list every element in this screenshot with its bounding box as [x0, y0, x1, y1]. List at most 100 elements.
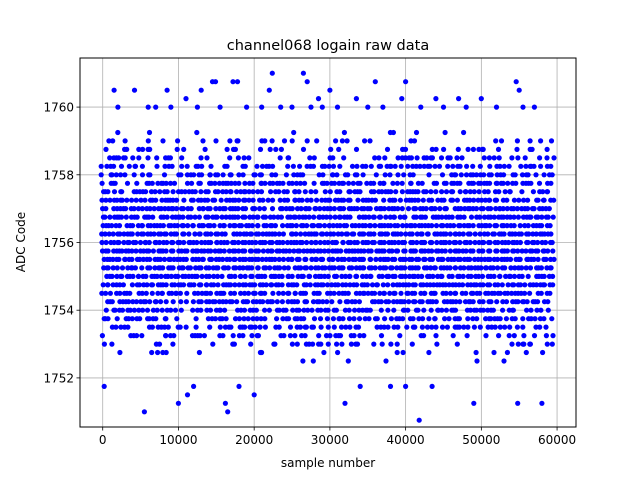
data-point — [405, 206, 412, 212]
data-point — [467, 307, 474, 313]
data-point — [163, 333, 169, 339]
data-point — [392, 256, 398, 262]
data-point — [387, 383, 394, 389]
data-point — [430, 299, 436, 305]
data-point — [321, 349, 327, 356]
data-point — [440, 256, 446, 262]
data-point — [480, 146, 486, 152]
data-point — [463, 172, 470, 178]
data-point — [170, 239, 176, 246]
data-point — [250, 316, 256, 322]
data-point — [429, 223, 435, 229]
data-point — [417, 163, 423, 169]
data-point — [457, 299, 463, 305]
data-point — [255, 223, 261, 229]
data-point — [525, 197, 531, 203]
data-point — [542, 239, 549, 246]
data-point — [316, 299, 322, 305]
data-point — [356, 214, 362, 220]
data-point — [377, 214, 384, 220]
data-point — [170, 248, 176, 254]
data-point — [311, 155, 317, 161]
data-point — [504, 248, 510, 254]
data-point — [327, 214, 333, 220]
data-point — [296, 256, 302, 262]
data-point — [291, 129, 297, 136]
data-point — [119, 248, 125, 254]
data-point — [196, 206, 202, 212]
data-point — [315, 265, 321, 271]
data-point — [362, 223, 368, 229]
data-point — [395, 324, 401, 330]
data-point — [470, 248, 476, 254]
data-point — [528, 316, 534, 322]
data-point — [277, 265, 283, 271]
data-point — [447, 290, 454, 296]
data-point — [487, 256, 493, 262]
data-point — [533, 324, 539, 330]
data-point — [507, 256, 514, 262]
data-point — [518, 231, 525, 237]
data-point — [298, 265, 304, 271]
data-point — [395, 206, 401, 212]
data-point — [510, 206, 517, 212]
data-point — [104, 163, 110, 169]
data-point — [494, 256, 501, 262]
data-point — [253, 239, 259, 246]
data-point — [422, 239, 428, 246]
data-point — [327, 197, 333, 203]
data-point — [457, 214, 463, 220]
data-point — [173, 290, 179, 296]
data-point — [201, 248, 207, 254]
data-point — [111, 163, 117, 169]
data-point — [497, 273, 503, 279]
data-point — [496, 189, 502, 195]
data-point — [175, 400, 181, 406]
data-point — [109, 299, 115, 305]
data-point — [488, 206, 494, 212]
data-point — [478, 265, 484, 271]
data-point — [343, 223, 350, 229]
data-point — [470, 299, 476, 305]
data-point — [551, 155, 557, 161]
data-point — [118, 214, 125, 220]
data-point — [541, 197, 547, 203]
data-point — [481, 239, 487, 246]
data-point — [198, 307, 204, 313]
data-point — [414, 231, 420, 237]
data-point — [381, 239, 387, 246]
data-point — [509, 290, 515, 296]
data-point — [218, 197, 224, 203]
data-point — [424, 324, 431, 330]
data-point — [147, 172, 153, 178]
data-point — [345, 299, 351, 305]
data-point — [515, 299, 521, 305]
data-point — [467, 231, 473, 237]
data-point — [151, 206, 157, 212]
data-point — [160, 138, 166, 144]
data-point — [352, 223, 358, 229]
data-point — [427, 163, 433, 169]
data-point — [192, 214, 198, 220]
data-point — [178, 299, 184, 305]
data-point — [439, 273, 445, 279]
data-point — [426, 172, 432, 178]
data-point — [191, 172, 197, 178]
y-tick-label: 1758 — [43, 168, 74, 182]
data-point — [516, 87, 522, 93]
data-point — [286, 155, 292, 161]
data-point — [503, 316, 509, 322]
data-point — [313, 206, 319, 212]
data-point — [442, 282, 449, 288]
data-point — [276, 189, 282, 195]
data-point — [421, 163, 427, 169]
data-point — [123, 206, 129, 212]
data-point — [163, 349, 169, 356]
data-point — [322, 223, 328, 229]
data-point — [503, 299, 510, 305]
data-point — [429, 146, 435, 152]
data-point — [105, 189, 111, 195]
data-point — [220, 333, 226, 339]
data-point — [249, 239, 255, 246]
data-point — [208, 163, 214, 169]
